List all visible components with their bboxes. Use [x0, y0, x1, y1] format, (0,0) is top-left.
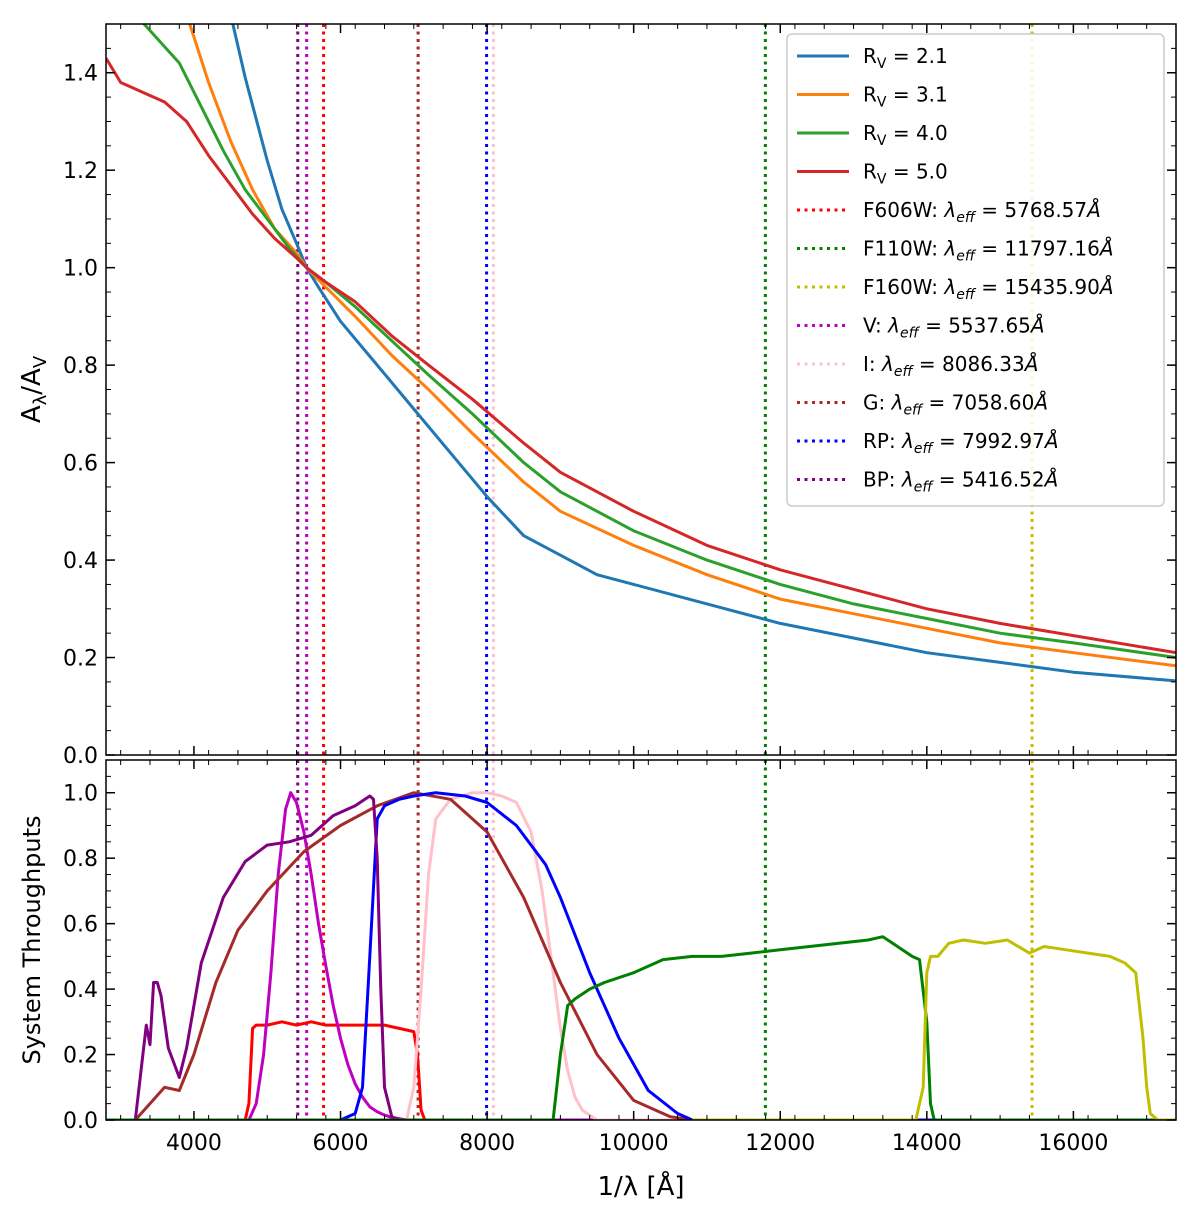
top-ytick-label: 0.4: [63, 549, 98, 574]
top-series-r-v-4-0: [142, 24, 1176, 659]
legend-label: BP: λeff = 5416.52Å: [863, 468, 1058, 496]
bottom-xtick-label: 8000: [459, 1131, 515, 1156]
legend-box: [786, 33, 1165, 507]
bottom-series-v: [106, 791, 1176, 1120]
top-ytick-label: 1.4: [63, 62, 98, 87]
bottom-xtick-label: 10000: [599, 1131, 669, 1156]
top-ytick-label: 0.2: [63, 647, 98, 672]
bottom-ytick-label: 0.4: [63, 978, 98, 1003]
bottom-series-bp: [133, 794, 400, 1120]
bottom-series-g: [134, 791, 693, 1120]
bottom-xtick-label: 4000: [166, 1131, 222, 1156]
bottom-ylabel: System Throughputs: [18, 815, 46, 1064]
top-ytick-label: 0.6: [63, 452, 98, 477]
legend-label: V: λeff = 5537.65Å: [863, 314, 1045, 342]
top-ytick-label: 0.0: [63, 744, 98, 769]
bottom-xtick-label: 12000: [745, 1131, 815, 1156]
bottom-axes-frame: [105, 759, 1177, 1121]
top-series-r-v-3-1: [188, 24, 1176, 668]
top-ylabel: Aλ/AV: [17, 355, 51, 423]
legend-label: F110W: λeff = 11797.16Å: [863, 237, 1114, 265]
bottom-series-f160w: [692, 938, 1176, 1120]
top-ytick-label: 0.8: [63, 354, 98, 379]
bottom-xlabel: 1/λ [Å]: [597, 1170, 684, 1202]
bottom-xtick-label: 14000: [892, 1131, 962, 1156]
legend-label: RV = 4.0: [863, 121, 948, 149]
legend-label: F606W: λeff = 5768.57Å: [863, 198, 1101, 226]
legend-label: RV = 2.1: [863, 44, 948, 72]
top-series-r-v-5-0: [106, 57, 1176, 655]
bottom-panel: 0.0 0.2 0.4 0.6 0.8 1.0 4000 6000 8000 10000 12000…: [18, 759, 1177, 1202]
top-ytick-label: 1.0: [63, 257, 98, 282]
legend-label: I: λeff = 8086.33Å: [863, 352, 1038, 380]
bottom-xtick-label: 6000: [313, 1131, 369, 1156]
bottom-ytick-label: 0.6: [63, 913, 98, 938]
legend-label: G: λeff = 7058.60Å: [863, 391, 1048, 419]
bottom-series-i: [106, 791, 1176, 1120]
legend-label: RV = 3.1: [863, 83, 948, 111]
bottom-series-f110w: [106, 935, 1176, 1120]
bottom-ytick-label: 0.0: [63, 1109, 98, 1134]
legend-label: F160W: λeff = 15435.90Å: [863, 275, 1114, 303]
top-panel: 0.0 0.2 0.4 0.6 0.8 1.0 1.2 1.4 Aλ/AV: [17, 23, 1177, 769]
bottom-xtick-label: 16000: [1038, 1131, 1108, 1156]
legend: RV = 2.1 RV = 3.1 RV = 4.0 RV = 5.0 F606W: λ…: [786, 33, 1165, 507]
bottom-ytick-label: 0.8: [63, 847, 98, 872]
bottom-series-rp: [106, 791, 1176, 1120]
bottom-ytick-label: 0.2: [63, 1044, 98, 1069]
legend-label: RV = 5.0: [863, 160, 948, 188]
top-ytick-label: 1.2: [63, 159, 98, 184]
legend-label: RP: λeff = 7992.97Å: [863, 429, 1059, 457]
top-series-r-v-2-1: [231, 24, 1176, 683]
bottom-ytick-label: 1.0: [63, 782, 98, 807]
